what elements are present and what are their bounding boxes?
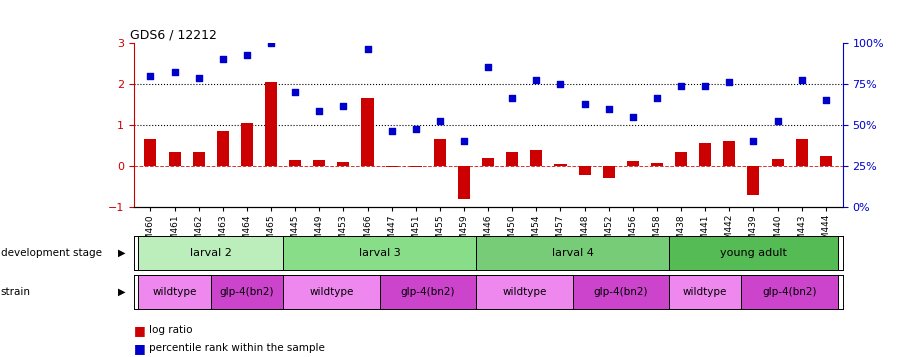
Point xyxy=(192,75,206,81)
Text: wildtype: wildtype xyxy=(683,287,728,297)
Bar xyxy=(699,144,711,166)
Point xyxy=(312,108,327,114)
Bar xyxy=(482,158,495,166)
Bar xyxy=(530,150,542,166)
Point xyxy=(554,81,568,87)
Point xyxy=(481,65,495,70)
Point xyxy=(722,79,737,85)
Point xyxy=(625,114,640,120)
Bar xyxy=(476,275,573,309)
Bar xyxy=(211,275,283,309)
Bar xyxy=(434,139,446,166)
Bar xyxy=(669,275,741,309)
Point xyxy=(433,118,448,124)
Point xyxy=(143,73,157,79)
Text: log ratio: log ratio xyxy=(149,325,192,335)
Bar xyxy=(554,164,566,166)
Bar xyxy=(476,236,669,270)
Bar xyxy=(723,141,735,166)
Bar xyxy=(669,236,838,270)
Point xyxy=(287,89,302,95)
Bar xyxy=(337,162,349,166)
Bar xyxy=(241,123,253,166)
Bar xyxy=(675,152,687,166)
Bar xyxy=(796,139,808,166)
Bar xyxy=(820,156,832,166)
Bar xyxy=(386,166,398,167)
Point xyxy=(408,126,423,132)
Point xyxy=(336,104,351,109)
Text: strain: strain xyxy=(1,287,31,297)
Text: larval 3: larval 3 xyxy=(358,247,401,258)
Bar xyxy=(138,236,283,270)
Bar xyxy=(289,160,301,166)
Bar xyxy=(216,131,228,166)
Bar xyxy=(507,152,519,166)
Point xyxy=(529,77,543,82)
Bar xyxy=(651,163,663,166)
Point xyxy=(239,52,254,58)
Text: ▶: ▶ xyxy=(118,247,125,258)
Point xyxy=(770,118,785,124)
Bar xyxy=(265,82,277,166)
Point xyxy=(384,128,399,134)
Bar xyxy=(748,166,760,195)
Bar xyxy=(772,159,784,166)
Point xyxy=(505,95,519,101)
Text: larval 4: larval 4 xyxy=(552,247,593,258)
Bar xyxy=(410,166,422,167)
Bar xyxy=(379,275,476,309)
Text: ▶: ▶ xyxy=(118,287,125,297)
Point xyxy=(794,77,809,82)
Bar xyxy=(573,275,669,309)
Bar xyxy=(145,139,157,166)
Bar xyxy=(283,236,476,270)
Text: glp-4(bn2): glp-4(bn2) xyxy=(220,287,274,297)
Point xyxy=(216,56,230,62)
Text: development stage: development stage xyxy=(1,247,102,258)
Bar xyxy=(313,160,325,166)
Text: ■: ■ xyxy=(134,342,146,355)
Text: larval 2: larval 2 xyxy=(190,247,232,258)
Point xyxy=(601,106,616,111)
Bar xyxy=(602,166,615,177)
Bar xyxy=(283,275,379,309)
Point xyxy=(168,69,182,74)
Text: percentile rank within the sample: percentile rank within the sample xyxy=(149,343,325,353)
Text: glp-4(bn2): glp-4(bn2) xyxy=(401,287,455,297)
Bar xyxy=(458,166,470,199)
Bar xyxy=(361,98,374,166)
Point xyxy=(674,83,689,89)
Text: wildtype: wildtype xyxy=(152,287,197,297)
Text: young adult: young adult xyxy=(720,247,787,258)
Point xyxy=(263,40,278,46)
Point xyxy=(457,139,472,144)
Text: glp-4(bn2): glp-4(bn2) xyxy=(593,287,648,297)
Text: glp-4(bn2): glp-4(bn2) xyxy=(763,287,817,297)
Point xyxy=(819,97,834,103)
Bar xyxy=(169,152,181,166)
Bar xyxy=(192,152,204,166)
Point xyxy=(577,101,592,107)
Bar xyxy=(578,166,590,175)
Point xyxy=(360,46,375,52)
Point xyxy=(698,83,713,89)
Text: wildtype: wildtype xyxy=(309,287,354,297)
Bar xyxy=(741,275,838,309)
Text: GDS6 / 12212: GDS6 / 12212 xyxy=(130,29,216,42)
Point xyxy=(746,139,761,144)
Bar xyxy=(138,275,211,309)
Text: wildtype: wildtype xyxy=(502,287,546,297)
Text: ■: ■ xyxy=(134,324,146,337)
Point xyxy=(649,95,664,101)
Bar xyxy=(627,161,639,166)
